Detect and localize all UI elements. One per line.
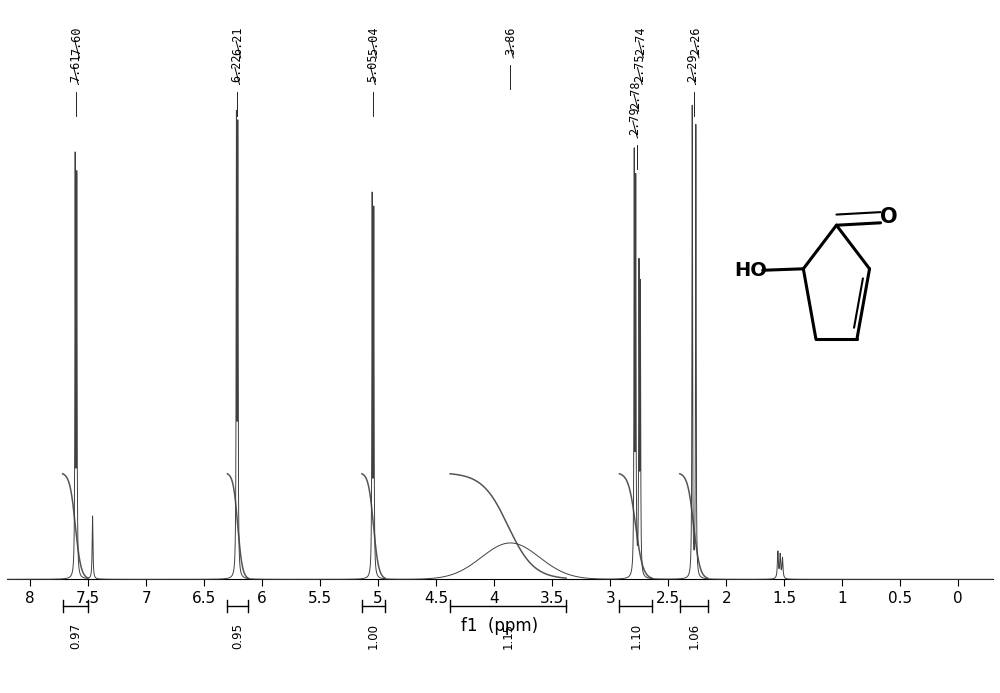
- Text: 1.06: 1.06: [687, 623, 700, 649]
- Text: 3.86: 3.86: [504, 27, 517, 55]
- Text: 2.79: 2.79: [628, 107, 641, 136]
- Text: 1.15: 1.15: [502, 623, 515, 649]
- Text: 0.95: 0.95: [231, 623, 244, 649]
- Text: 5.04: 5.04: [367, 27, 380, 55]
- Text: 6.21: 6.21: [231, 27, 244, 55]
- Text: O: O: [880, 207, 897, 227]
- Text: 2.29: 2.29: [686, 53, 699, 82]
- Text: 1.10: 1.10: [629, 623, 642, 649]
- Text: 2.75: 2.75: [633, 53, 646, 82]
- Text: 2.74: 2.74: [634, 27, 647, 55]
- Text: HO: HO: [735, 261, 768, 280]
- Text: 2.26: 2.26: [690, 27, 703, 55]
- X-axis label: f1  (ppm): f1 (ppm): [461, 617, 539, 635]
- Text: 7.61: 7.61: [69, 53, 82, 82]
- Text: 2.78: 2.78: [629, 80, 642, 109]
- Text: 6.22: 6.22: [230, 53, 243, 82]
- Text: 7.60: 7.60: [70, 27, 83, 55]
- Text: 5.05: 5.05: [366, 53, 379, 82]
- Text: 1.00: 1.00: [367, 623, 380, 649]
- Text: 0.97: 0.97: [69, 623, 82, 649]
